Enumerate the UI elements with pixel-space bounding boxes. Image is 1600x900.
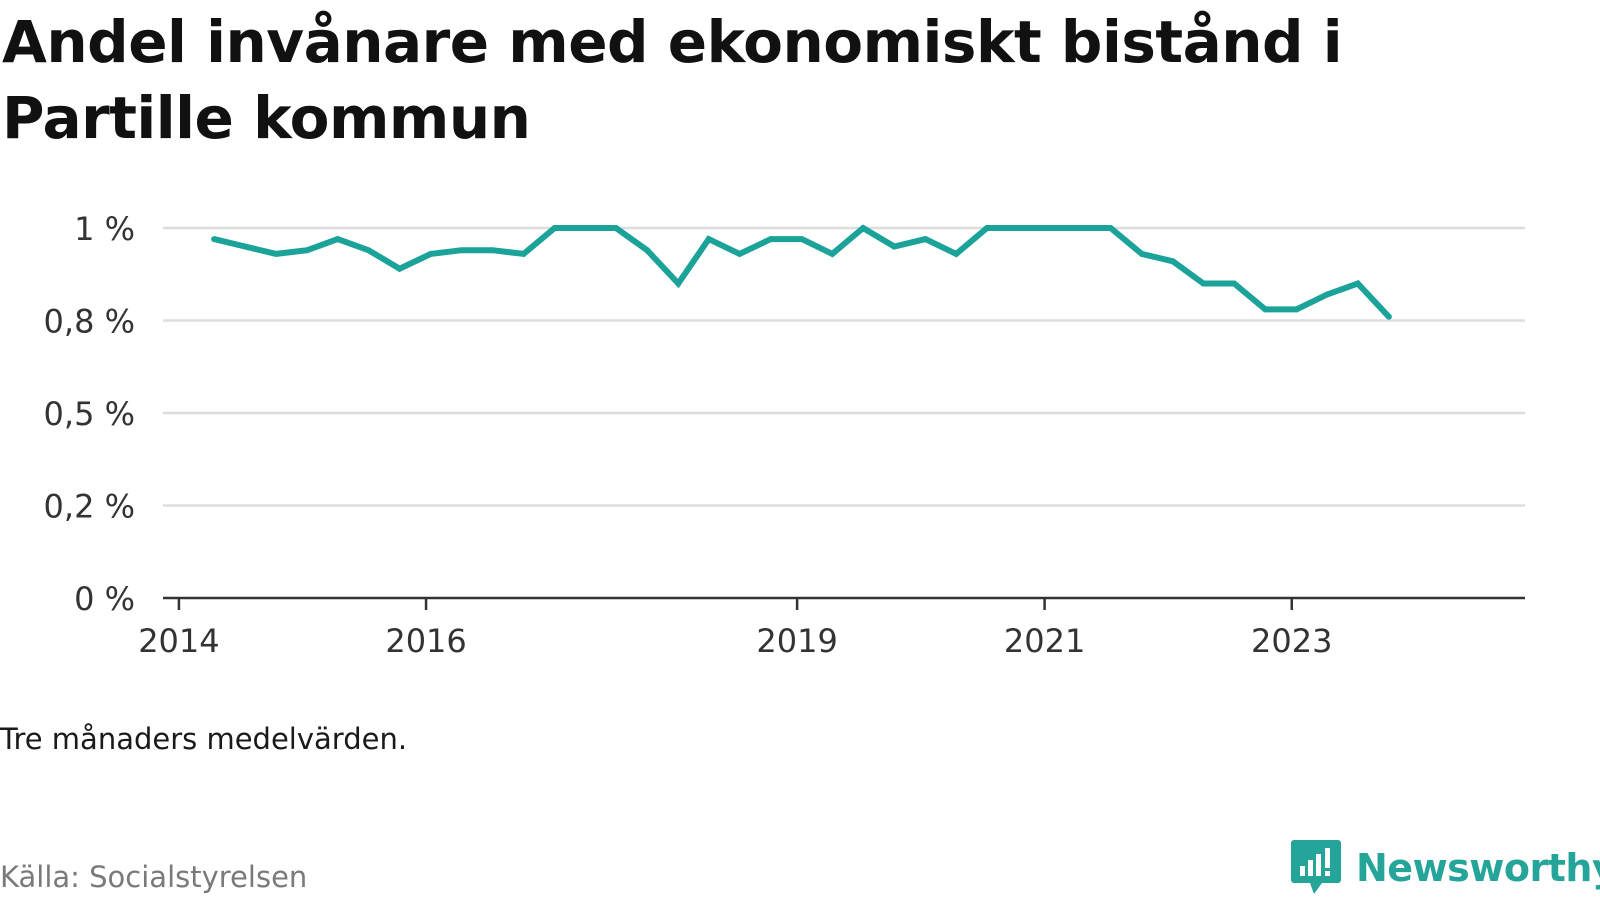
data-point <box>1293 306 1300 313</box>
data-point <box>551 225 558 231</box>
data-point <box>365 247 372 254</box>
newsworthy-logo-icon <box>1291 840 1341 894</box>
data-point <box>736 250 743 257</box>
data-point <box>1015 225 1022 231</box>
data-point <box>953 250 960 257</box>
line-chart: 0 %0,2 %0,5 %0,8 %1 % 2014 2016 2019 2021 20… <box>44 210 1525 660</box>
data-point <box>1262 306 1269 313</box>
data-point <box>520 250 527 257</box>
x-tick-label: 2023 <box>1251 622 1332 660</box>
y-tick-label: 0,5 % <box>44 395 135 433</box>
data-point <box>1076 225 1083 231</box>
data-point <box>1323 291 1330 298</box>
data-point <box>644 247 651 254</box>
x-axis: 2014 2016 2019 2021 2023 <box>138 596 1525 660</box>
data-point <box>304 247 311 254</box>
y-tick-label: 0,2 % <box>44 488 135 526</box>
y-axis: 0 % 0,2 % 0,5 % 0,8 % 1 % <box>44 210 135 618</box>
data-point <box>798 236 805 243</box>
data-point <box>613 225 619 231</box>
data-point <box>891 243 898 250</box>
data-point <box>1354 280 1361 287</box>
data-point <box>1107 225 1114 231</box>
data-point <box>922 236 929 243</box>
data-point <box>1046 225 1053 231</box>
data-point <box>241 243 248 250</box>
data-point <box>1200 280 1207 287</box>
x-tick-label: 2019 <box>756 622 837 660</box>
data-point <box>396 265 403 272</box>
data-point <box>458 247 465 254</box>
data-point <box>334 236 341 243</box>
data-point <box>582 225 589 231</box>
y-tick-label: 0,8 % <box>44 303 135 341</box>
data-point <box>1169 258 1176 265</box>
data-point <box>211 236 218 243</box>
y-tick-label: 0 % <box>74 580 135 618</box>
y-tick-label: 1 % <box>74 210 135 248</box>
x-tick-label: 2014 <box>138 622 219 660</box>
grid-lines <box>163 226 1525 507</box>
x-tick-label: 2021 <box>1004 622 1085 660</box>
data-point <box>767 236 774 243</box>
chart-note: Tre månaders medelvärden. <box>0 722 408 756</box>
data-point <box>705 236 712 243</box>
series-layer <box>211 224 1392 320</box>
data-point <box>829 250 836 257</box>
data-point <box>860 225 867 231</box>
x-tick-label: 2016 <box>385 622 466 660</box>
data-point <box>427 250 434 257</box>
data-point <box>984 225 990 231</box>
data-point <box>1385 313 1392 320</box>
data-point <box>1231 280 1238 287</box>
data-point <box>675 280 682 287</box>
data-point <box>273 250 280 257</box>
brand-logo: Newsworthy <box>1290 840 1600 896</box>
brand-name: Newsworthy <box>1356 846 1600 890</box>
chart-title: Andel invånare med ekonomiskt bistånd i … <box>2 8 1343 152</box>
source-text: Källa: Socialstyrelsen <box>0 860 308 894</box>
data-point <box>1138 250 1145 257</box>
data-point <box>489 247 496 254</box>
